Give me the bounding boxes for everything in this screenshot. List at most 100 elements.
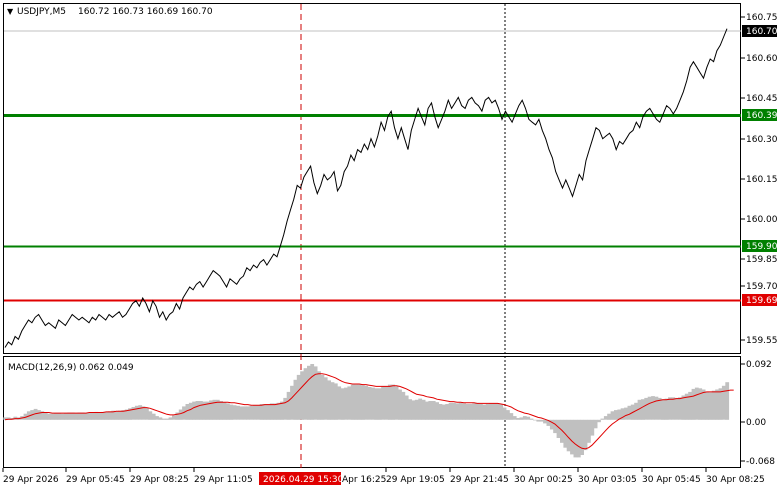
macd-bar	[80, 412, 85, 420]
macd-bar	[681, 395, 686, 420]
macd-bar	[229, 404, 234, 420]
macd-bar	[344, 387, 348, 420]
macd-bar	[276, 402, 281, 420]
current-price-badge-text: 160.70	[746, 27, 778, 37]
macd-bar	[509, 413, 514, 420]
green-level-lower-badge	[742, 240, 777, 252]
time-tick-label: 30 Apr 08:25	[706, 475, 765, 485]
macd-bar	[445, 404, 450, 420]
macd-bar	[148, 411, 153, 420]
price-tick-label: 160.45	[746, 94, 778, 104]
macd-bar	[705, 391, 709, 420]
macd-bar	[330, 382, 335, 420]
macd-bar	[654, 396, 659, 420]
time-axis: 29 Apr 2026 29 Apr 05:45 29 Apr 08:25 29…	[2, 468, 765, 485]
macd-bar	[543, 419, 547, 424]
macd-bar	[721, 385, 726, 420]
macd-bar	[647, 396, 652, 420]
macd-bar	[168, 417, 173, 420]
macd-bar	[391, 384, 396, 420]
macd-bar	[674, 397, 679, 420]
macd-bar	[694, 387, 699, 420]
macd-bar	[641, 399, 645, 420]
macd-bar	[492, 403, 497, 420]
macd-bar	[462, 403, 466, 420]
macd-bar	[441, 404, 446, 420]
macd-bar	[549, 419, 554, 430]
macd-bar	[111, 410, 116, 420]
macd-bar	[185, 404, 190, 420]
macd-bar	[377, 388, 382, 420]
green-level-lower-badge-text: 159.90	[746, 242, 778, 252]
macd-tick-label: 0.092	[746, 360, 772, 370]
macd-bar	[6, 417, 11, 420]
macd-bar	[593, 419, 598, 429]
macd-bar	[384, 386, 389, 420]
macd-bar	[209, 400, 213, 420]
macd-bar	[239, 406, 244, 420]
time-tick-label: 29 Apr 21:45	[450, 475, 509, 485]
macd-bar	[118, 410, 122, 420]
time-tick-label: 30 Apr 03:05	[578, 475, 637, 485]
macd-bar	[128, 408, 132, 420]
macd-bar	[290, 385, 294, 420]
macd-bar	[570, 419, 574, 455]
chart-menu-arrow-icon[interactable]: ▼	[7, 7, 14, 16]
macd-bar	[300, 371, 304, 420]
macd-bar	[701, 389, 706, 420]
macd-bar	[256, 405, 261, 420]
macd-bar	[158, 417, 163, 420]
macd-bar	[482, 404, 487, 420]
macd-bar	[502, 407, 507, 420]
time-tick-label: 30 Apr 05:45	[642, 475, 701, 485]
macd-bar	[381, 386, 385, 420]
macd-bar	[458, 402, 463, 420]
macd-bar	[327, 380, 331, 420]
ohlc-label: 160.72 160.73 160.69 160.70	[78, 7, 213, 17]
macd-bar	[259, 404, 264, 420]
macd-bar	[340, 388, 345, 420]
price-tick-label: 160.30	[746, 135, 778, 145]
macd-bar	[53, 413, 58, 420]
macd-bar	[307, 365, 311, 420]
macd-bar	[603, 416, 608, 420]
macd-bar	[431, 401, 436, 420]
time-tick-label: Apr 16:25	[342, 475, 386, 485]
macd-bar	[124, 409, 129, 420]
macd-bar	[182, 406, 186, 420]
macd-bar	[597, 419, 601, 423]
macd-bar	[607, 413, 611, 420]
macd-bar	[138, 405, 143, 420]
macd-bar	[411, 400, 416, 420]
macd-bar	[94, 411, 99, 420]
green-level-upper-badge	[742, 109, 777, 121]
macd-bar	[698, 388, 703, 420]
time-highlight-badge	[259, 472, 341, 485]
price-tick-label: 160.00	[746, 215, 778, 225]
macd-bar	[519, 417, 524, 420]
macd-bar	[725, 382, 730, 420]
time-highlight-label: 2026.04.29 15:30	[263, 475, 344, 485]
price-tick-label: 160.75	[746, 13, 778, 23]
macd-bar	[715, 389, 719, 420]
price-tick-label: 159.70	[746, 282, 778, 292]
macd-bar	[546, 419, 551, 426]
macd-bar	[479, 404, 483, 420]
macd-bar	[246, 406, 250, 420]
macd-bar	[556, 419, 561, 438]
macd-bar	[387, 384, 392, 420]
macd-bar	[219, 401, 223, 420]
macd-bar	[266, 404, 271, 420]
macd-bar	[354, 384, 358, 420]
macd-signal-line	[4, 373, 734, 450]
macd-bar	[661, 399, 665, 420]
macd-bar	[522, 416, 527, 420]
macd-bar	[668, 397, 672, 420]
macd-bar	[70, 412, 75, 420]
macd-panel-frame	[3, 356, 741, 468]
macd-bar	[634, 402, 638, 420]
macd-bar	[242, 406, 247, 420]
macd-bar	[573, 419, 578, 458]
